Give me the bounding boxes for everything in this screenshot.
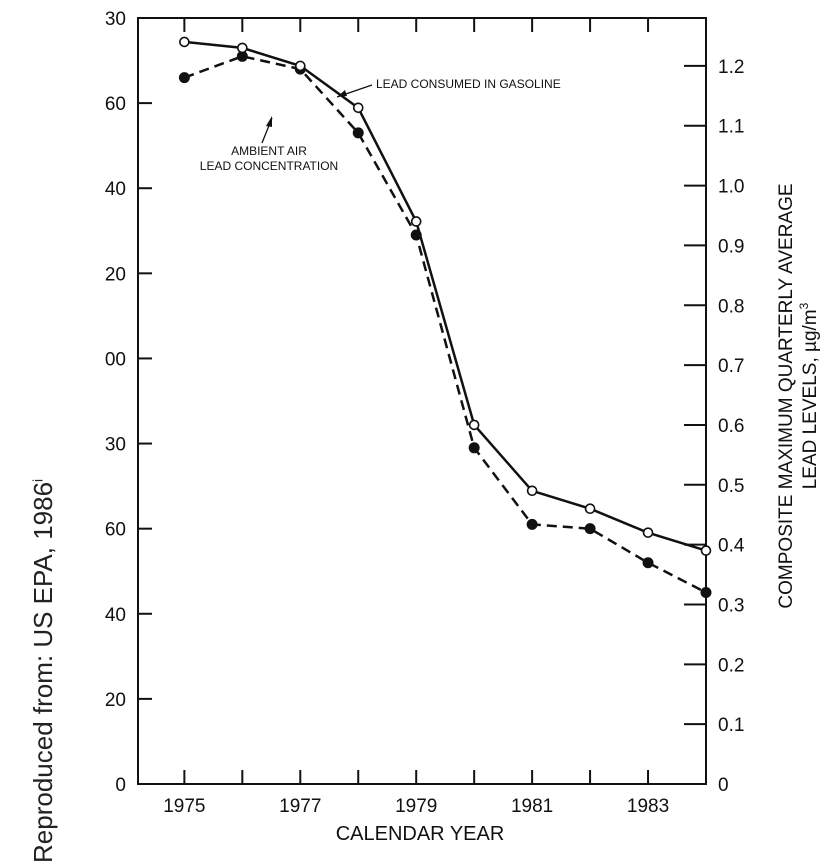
ambient-data-point — [642, 527, 654, 538]
ambient-data-point — [294, 60, 306, 72]
ambient-data-point — [179, 36, 190, 48]
right-axis-title-line1: COMPOSITE MAXIMUM QUARTERLY AVERAGE — [776, 183, 797, 608]
ambient-data-point — [700, 545, 712, 556]
right-axis-title-line2: LEAD LEVELS, µg/m3 — [797, 302, 821, 489]
right-axis-tick-labels: 0 0.1 0.2 0.3 0.4 0.5 0.6 0.7 0.8 0.9 1.0 1.1 1.2 — [718, 57, 745, 796]
ambient-series-line — [184, 40, 707, 552]
right-tick-label: 1.1 — [718, 117, 744, 138]
ambient-series-annotation-line1: AMBIENT AIR — [231, 144, 307, 158]
gasoline-data-point — [526, 518, 538, 530]
ambient-data-point — [410, 216, 422, 227]
right-tick-label: 0.6 — [718, 416, 744, 437]
gasoline-series-line — [183, 55, 707, 594]
x-axis-title: CALENDAR YEAR — [336, 823, 505, 845]
left-tick-label: 60 — [105, 520, 126, 541]
x-tick-label: 1977 — [279, 796, 321, 817]
gasoline-annotation-arrowhead — [337, 90, 347, 97]
right-tick-label: 1.2 — [718, 57, 744, 78]
gasoline-data-point — [178, 72, 190, 84]
right-tick-label: 0.1 — [718, 715, 744, 736]
ambient-data-point — [352, 102, 364, 114]
gasoline-data-point — [642, 557, 654, 569]
right-tick-label: 0.9 — [718, 236, 744, 257]
gasoline-data-point — [410, 229, 422, 241]
left-tick-label: 30 — [105, 435, 126, 456]
x-tick-label: 1983 — [627, 796, 669, 817]
gasoline-data-point — [352, 127, 364, 139]
left-tick-label: 0 — [115, 775, 126, 796]
ambient-annotation-arrowhead — [266, 116, 272, 127]
x-tick-label: 1979 — [395, 796, 437, 817]
x-tick-label: 1975 — [163, 796, 205, 817]
left-tick-label: 20 — [105, 690, 126, 711]
ambient-data-point — [584, 503, 596, 515]
right-axis-title: COMPOSITE MAXIMUM QUARTERLY AVERAGE LEAD… — [776, 183, 821, 608]
gasoline-data-point — [468, 442, 480, 454]
x-tick-label: 1981 — [511, 796, 553, 817]
gasoline-data-point — [584, 523, 596, 535]
right-tick-label: 1.0 — [718, 177, 744, 198]
x-axis-tick-labels: 1975 1977 1979 1981 1983 — [163, 796, 669, 817]
series-points — [178, 36, 712, 598]
left-tick-label: 60 — [105, 94, 126, 115]
left-axis-tick-labels: 0 20 40 60 30 00 20 40 60 30 — [105, 9, 126, 796]
left-tick-label: 40 — [105, 179, 126, 200]
right-tick-label: 0 — [718, 775, 729, 796]
ambient-data-point — [526, 485, 538, 497]
left-tick-label: 30 — [105, 9, 126, 30]
left-tick-label: 00 — [105, 349, 126, 370]
right-tick-label: 0.5 — [718, 476, 744, 497]
axis-ticks — [138, 17, 707, 785]
right-tick-label: 0.3 — [718, 595, 744, 616]
series-lines — [183, 40, 707, 594]
ambient-data-point — [468, 419, 480, 431]
ambient-series-annotation-line2: LEAD CONCENTRATION — [200, 159, 338, 173]
right-axis-title-exponent: 3 — [797, 302, 811, 309]
left-tick-label: 40 — [105, 605, 126, 626]
plot-frame — [137, 17, 707, 785]
ambient-data-point — [237, 42, 248, 54]
gasoline-data-point — [700, 587, 712, 598]
right-tick-label: 0.7 — [718, 356, 744, 377]
left-tick-label: 20 — [105, 264, 126, 285]
right-tick-label: 0.2 — [718, 655, 744, 676]
right-tick-label: 0.4 — [718, 536, 745, 557]
gasoline-series-annotation: LEAD CONSUMED IN GASOLINE — [376, 77, 561, 91]
right-axis-title-line2-text: LEAD LEVELS, µg/m — [800, 309, 821, 489]
right-tick-label: 0.8 — [718, 296, 744, 317]
